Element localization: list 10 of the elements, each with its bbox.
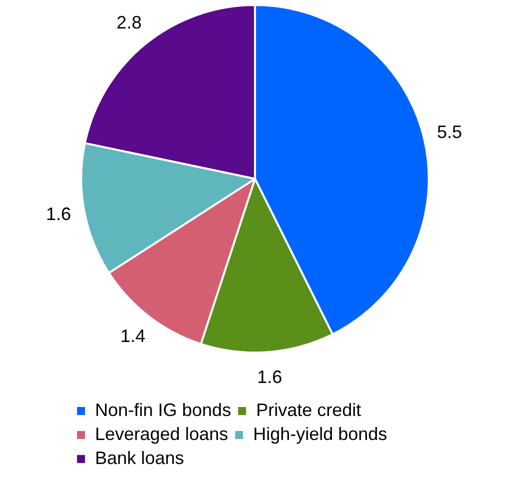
legend-label: Non-fin IG bonds — [95, 400, 232, 420]
data-label: 1.6 — [46, 204, 72, 224]
legend-label: High-yield bonds — [253, 424, 388, 444]
legend-label: Leveraged loans — [95, 424, 228, 444]
data-label: 1.4 — [120, 326, 146, 346]
legend-label: Bank loans — [95, 448, 184, 468]
data-label: 1.6 — [257, 367, 282, 388]
data-label: 2.8 — [116, 12, 142, 33]
legend-label: Private credit — [256, 400, 362, 420]
data-label: 5.5 — [436, 122, 462, 142]
